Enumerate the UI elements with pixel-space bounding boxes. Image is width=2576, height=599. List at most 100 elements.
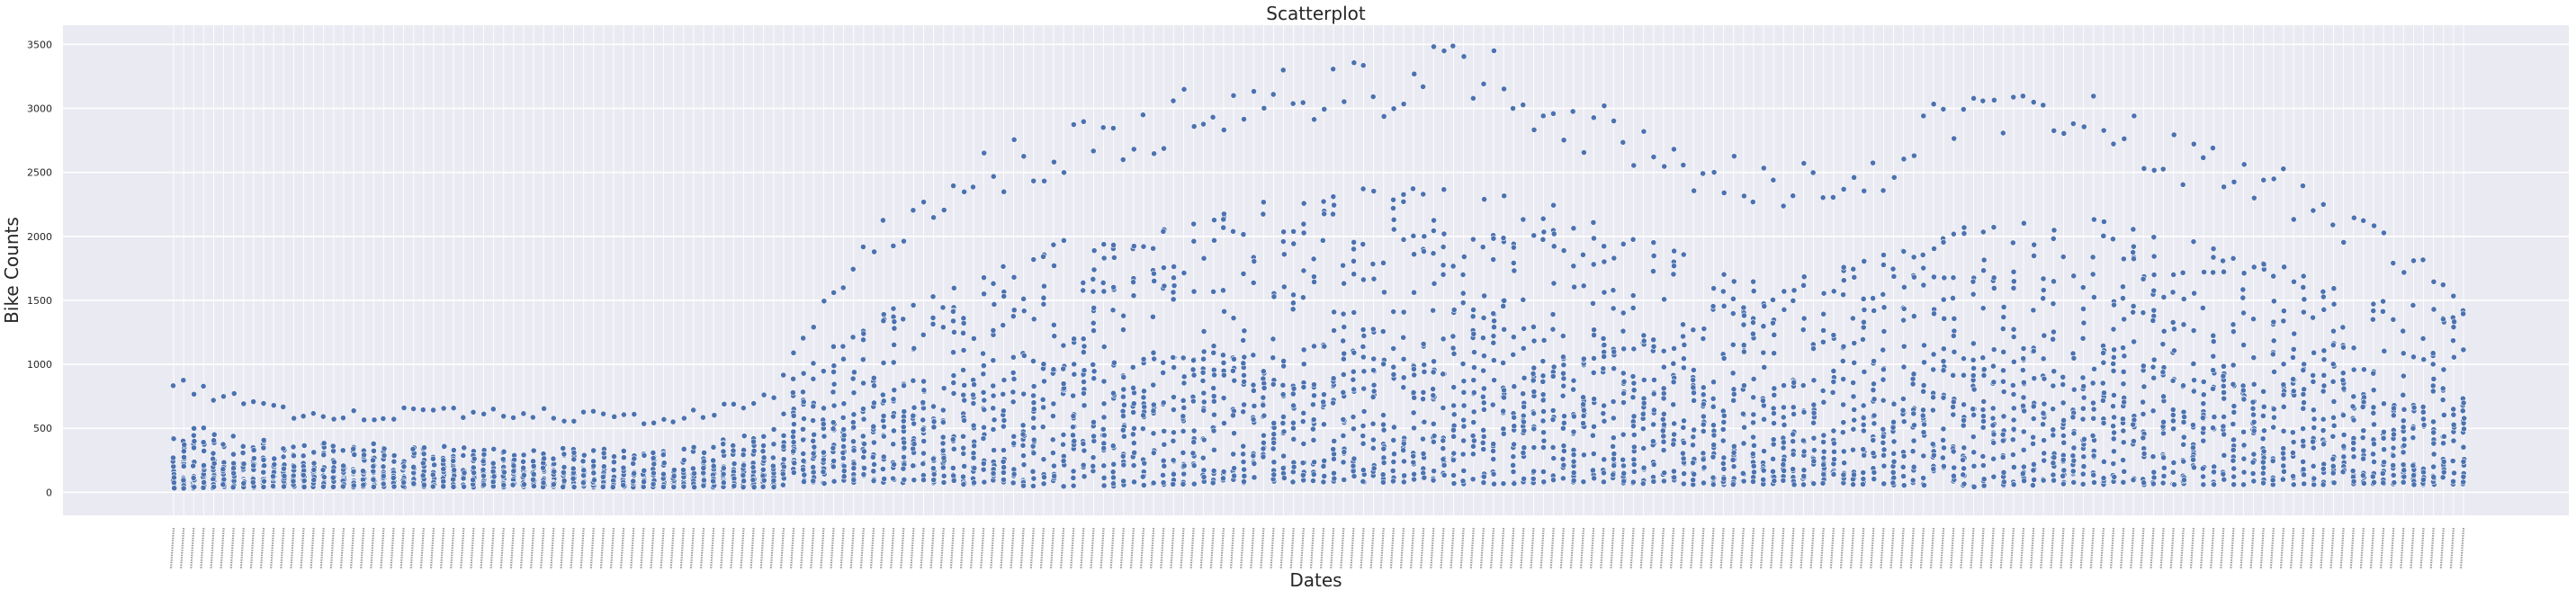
data-point — [920, 399, 926, 405]
data-point — [930, 404, 936, 409]
data-point — [1701, 171, 1706, 176]
data-point — [892, 326, 897, 331]
data-point — [731, 448, 736, 453]
data-point — [2331, 423, 2337, 428]
data-point — [1681, 356, 1686, 362]
data-point — [1200, 370, 1206, 375]
data-point — [2111, 430, 2116, 435]
data-point — [971, 455, 976, 460]
data-point — [1341, 389, 1346, 395]
data-point — [301, 453, 306, 459]
data-point — [2350, 468, 2356, 473]
data-point — [1971, 484, 1977, 489]
data-point — [1801, 316, 1807, 321]
data-point — [2201, 438, 2206, 443]
data-point — [1551, 231, 1557, 237]
data-point — [341, 463, 346, 469]
data-point — [1301, 201, 1306, 206]
data-point — [1481, 315, 1486, 320]
data-point — [871, 440, 876, 445]
y-tick-label: 3000 — [27, 103, 52, 114]
data-point — [1680, 334, 1685, 339]
data-point — [821, 457, 826, 462]
data-point — [712, 413, 717, 418]
x-tick-label — [1331, 528, 1333, 569]
data-point — [1371, 356, 1377, 362]
data-point — [1461, 389, 1467, 395]
data-point — [1721, 476, 1727, 481]
data-point — [1611, 435, 1616, 441]
data-point — [1341, 311, 1346, 317]
data-point — [1241, 443, 1246, 449]
data-point — [1451, 307, 1457, 312]
data-point — [1242, 354, 1247, 360]
data-point — [2020, 94, 2025, 99]
data-point — [1502, 298, 1507, 303]
data-point — [2401, 443, 2407, 448]
data-point — [1951, 372, 1956, 378]
data-point — [1581, 479, 1586, 485]
data-point — [1862, 369, 1867, 374]
data-point — [2051, 228, 2057, 233]
data-point — [1970, 365, 1976, 371]
data-point — [1040, 425, 1046, 430]
x-tick-label — [1161, 528, 1163, 569]
data-point — [2021, 220, 2026, 226]
x-tick-labels — [171, 528, 2464, 569]
data-point — [850, 266, 856, 272]
data-point — [1311, 279, 1316, 284]
data-point — [1981, 477, 1987, 482]
data-point — [2000, 368, 2006, 373]
data-point — [2321, 372, 2327, 378]
data-point — [1961, 372, 1966, 378]
data-point — [170, 383, 175, 389]
data-point — [1251, 89, 1256, 94]
data-point — [2420, 416, 2426, 422]
data-point — [1541, 479, 1547, 485]
data-point — [2451, 422, 2456, 427]
data-point — [1322, 106, 1327, 112]
data-point — [1280, 465, 1286, 470]
data-point — [1371, 276, 1377, 282]
data-point — [2070, 469, 2076, 474]
data-point — [1061, 432, 1066, 437]
data-point — [2361, 218, 2366, 223]
data-point — [1101, 401, 1107, 407]
x-tick-label — [1471, 528, 1474, 569]
data-point — [1781, 415, 1786, 420]
data-point — [1900, 407, 1906, 413]
data-point — [750, 439, 756, 444]
data-point — [1031, 407, 1037, 412]
data-point — [1351, 350, 1357, 355]
data-point — [1111, 255, 1117, 260]
data-point — [632, 411, 637, 416]
data-point — [861, 441, 866, 446]
data-point — [1911, 371, 1916, 377]
data-point — [2131, 249, 2136, 255]
data-point — [2081, 436, 2087, 442]
data-point — [1281, 229, 1287, 235]
data-point — [2261, 428, 2266, 434]
data-point — [2020, 367, 2025, 372]
data-point — [2251, 195, 2257, 201]
data-point — [1502, 193, 1507, 199]
data-point — [1952, 136, 1957, 141]
data-point — [1901, 156, 1907, 162]
data-point — [1291, 464, 1297, 469]
data-point — [320, 484, 326, 489]
data-point — [1191, 428, 1197, 434]
data-point — [2171, 326, 2177, 332]
data-point — [1242, 467, 1247, 472]
data-point — [2031, 461, 2036, 467]
data-point — [2141, 363, 2146, 369]
data-point — [530, 415, 535, 420]
data-point — [1091, 276, 1096, 282]
data-point — [811, 376, 816, 381]
data-point — [1420, 84, 1425, 89]
data-point — [1661, 422, 1666, 427]
data-point — [1741, 383, 1746, 389]
data-point — [800, 467, 805, 472]
data-point — [441, 466, 446, 471]
data-point — [901, 425, 906, 430]
data-point — [1561, 448, 1566, 453]
